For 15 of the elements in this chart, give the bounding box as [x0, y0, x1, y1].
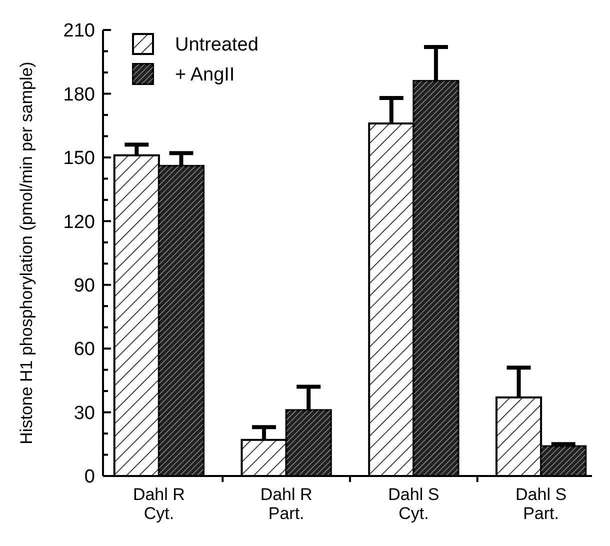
- legend-label: Untreated: [175, 34, 258, 56]
- y-tick-label: 0: [84, 466, 95, 488]
- y-tick-label: 180: [63, 84, 95, 106]
- y-tick-label: 120: [63, 212, 95, 233]
- legend-label: + AngII: [175, 64, 235, 86]
- y-tick-label: 90: [74, 276, 95, 297]
- y-tick-label: 210: [63, 20, 95, 42]
- y-tick-label: 150: [63, 148, 95, 170]
- x-tick-label: Dahl R Part.: [260, 485, 312, 523]
- x-tick-label: Dahl S Part.: [516, 485, 567, 523]
- y-axis-title: Histone H1 phosphorylation (pmol/min per sample): [17, 62, 36, 444]
- x-tick-label: Dahl S Cyt.: [388, 485, 440, 523]
- y-tick-label: 30: [74, 402, 95, 424]
- y-tick-label: 60: [74, 339, 95, 360]
- x-tick-label: Dahl R Cyt.: [132, 485, 185, 523]
